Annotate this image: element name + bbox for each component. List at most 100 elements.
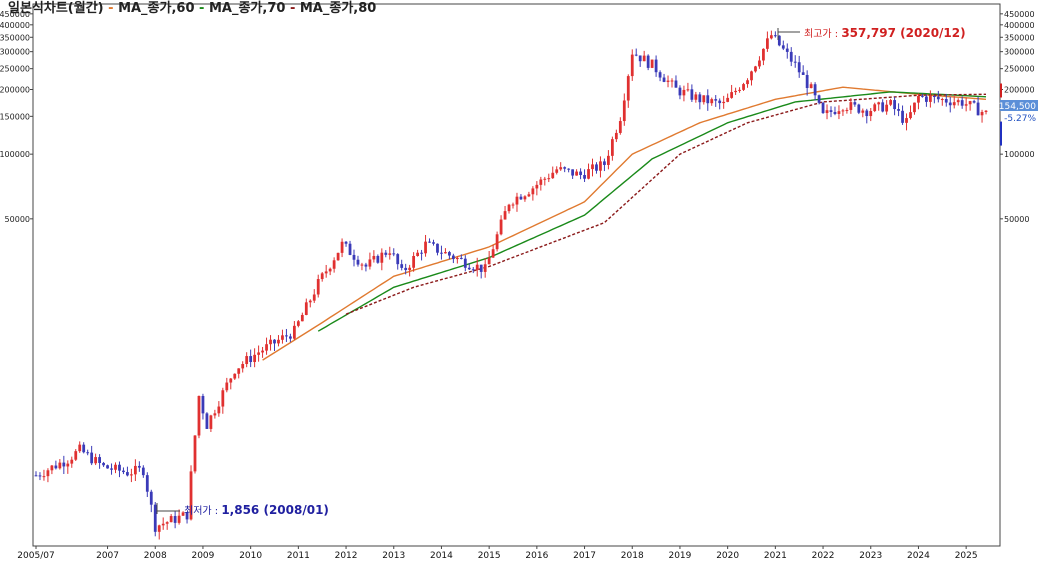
candle-body (793, 61, 797, 63)
candle-body (90, 452, 94, 464)
candle-body (789, 51, 793, 62)
x-tick-label: 2008 (144, 551, 167, 561)
candle-body (320, 273, 324, 280)
candle-body (595, 164, 598, 171)
candle-body (797, 62, 801, 73)
candle-body (225, 382, 229, 391)
candle-body (122, 470, 125, 473)
candle-body (324, 271, 328, 274)
candle-body (579, 171, 582, 176)
candle-body (50, 465, 54, 471)
candle-body (618, 121, 622, 133)
last-price: 154,500 (999, 102, 1036, 112)
candle-body (515, 196, 519, 205)
candle-body (674, 80, 678, 88)
y-tick-left: 450000 (0, 10, 30, 19)
candle-body (300, 314, 304, 322)
candle-body (289, 336, 292, 339)
candle-body (646, 55, 650, 68)
candle-body (861, 110, 865, 113)
candle-body (360, 264, 364, 266)
candle-body (285, 335, 288, 337)
candle-body (141, 467, 145, 476)
candle-body (738, 89, 741, 91)
candle-body (368, 259, 372, 267)
candle-body (626, 76, 630, 101)
candle-body (332, 260, 336, 269)
high-value: 357,797 (2020/12) (841, 26, 965, 40)
candle-body (603, 161, 606, 165)
candle-body (499, 219, 503, 235)
candle-body (921, 95, 924, 97)
candle-body (34, 475, 38, 477)
x-tick-label: 2020 (716, 551, 739, 561)
candle-body (511, 204, 515, 206)
candle-body (46, 470, 50, 477)
chart-title: 일본식차트(월간) (8, 0, 104, 16)
candle-body (304, 302, 308, 315)
candle-body (762, 48, 765, 61)
candle-body (555, 169, 559, 173)
candle-body (714, 99, 718, 101)
candle-body (940, 99, 944, 101)
candle-body (197, 395, 201, 436)
candle-body (531, 188, 535, 195)
legend-ma80-marker: - (290, 1, 300, 16)
candle-body (563, 167, 567, 169)
candle-body (440, 252, 443, 254)
candle-body (650, 59, 654, 68)
x-tick-label: 2012 (335, 551, 358, 561)
high-annotation: 최고가 : 357,797 (2020/12) (804, 26, 966, 40)
y-tick-right: 450000 (1004, 10, 1035, 19)
candle-body (523, 196, 527, 200)
candle-body (654, 59, 658, 73)
candle-body (483, 264, 487, 272)
candle-body (376, 255, 380, 263)
candle-body (388, 253, 392, 255)
candle-body (340, 241, 344, 253)
candle-body (849, 102, 853, 110)
candle-body (126, 472, 129, 476)
candle-body (956, 100, 960, 103)
candle-body (380, 252, 384, 263)
candle-body (308, 300, 312, 303)
candle-body (444, 252, 447, 254)
candle-body (257, 352, 260, 355)
candle-body (193, 435, 197, 472)
candle-body (980, 111, 984, 116)
candle-body (905, 118, 908, 123)
candle-body (587, 169, 590, 179)
candle-body (328, 268, 332, 272)
candle-body (237, 368, 241, 374)
candle-body (86, 452, 90, 454)
candle-body (936, 96, 940, 100)
y-tick-right: 200000 (1004, 85, 1035, 94)
candle-body (925, 96, 928, 102)
candle-body (372, 255, 376, 260)
candle-body (420, 252, 423, 254)
candle-body (893, 100, 896, 110)
candle-body (857, 104, 861, 113)
ma60-line (262, 86, 987, 361)
candle-body (837, 111, 841, 114)
y-tick-left: 350000 (0, 33, 30, 42)
x-tick-label: 2019 (668, 551, 691, 561)
y-tick-left: 150000 (0, 112, 30, 121)
y-tick-left: 200000 (0, 85, 30, 94)
candle-body (551, 172, 555, 179)
candle-body (583, 175, 586, 179)
candle-body (336, 252, 340, 261)
x-tick-label: 2015 (478, 551, 501, 561)
candle-body (292, 325, 296, 339)
candle-body (261, 350, 264, 353)
candle-body (42, 476, 46, 478)
x-tick-label: 2018 (621, 551, 644, 561)
ma70-line (317, 91, 987, 332)
candle-body (690, 89, 694, 100)
candle-body (344, 241, 348, 244)
candle-body (316, 279, 320, 295)
legend-ma60: MA_종가,60 (118, 1, 194, 16)
candle-body (467, 267, 471, 270)
candle-body (229, 378, 233, 383)
